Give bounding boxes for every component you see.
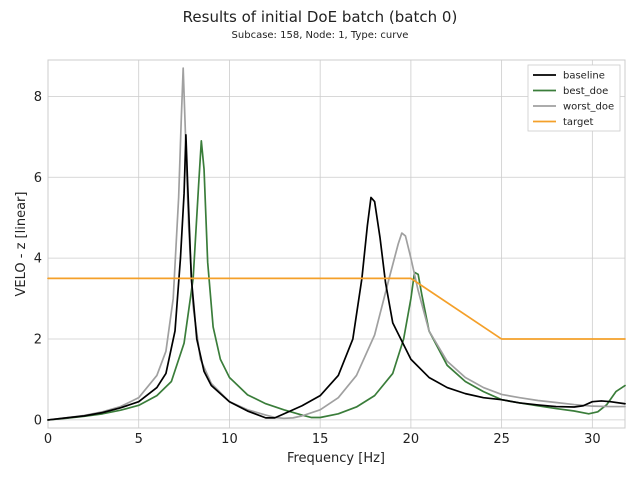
- series-line-baseline: [47, 133, 626, 421]
- x-axis-label: Frequency [Hz]: [287, 451, 385, 466]
- x-tick-label: 25: [493, 432, 510, 447]
- legend-label: baseline: [563, 71, 605, 82]
- x-tick-label: 0: [44, 432, 52, 447]
- y-tick-label: 2: [34, 333, 42, 348]
- chart-title: Results of initial DoE batch (batch 0): [183, 8, 458, 26]
- x-tick-label: 30: [584, 432, 601, 447]
- series-layer: [47, 67, 626, 421]
- y-axis-label: VELO - z [linear]: [14, 192, 29, 297]
- y-tick-label: 8: [34, 90, 42, 105]
- legend-label: best_doe: [563, 86, 608, 97]
- x-tick-label: 5: [135, 432, 143, 447]
- plot-frame: [47, 59, 626, 429]
- y-tick-label: 6: [34, 171, 42, 186]
- legend-label: worst_doe: [563, 102, 614, 113]
- y-tick-label: 4: [34, 252, 42, 267]
- x-tick-label: 10: [221, 432, 238, 447]
- tick-labels: 0 5 10 15 20 25 30 0 2 4 6 8: [34, 90, 601, 447]
- legend-label: target: [563, 117, 593, 128]
- x-tick-label: 20: [403, 432, 420, 447]
- legend-box: [527, 64, 621, 132]
- series-line-worst-doe: [47, 67, 626, 421]
- series-line-target: [47, 277, 626, 340]
- chart-subtitle: Subcase: 158, Node: 1, Type: curve: [232, 30, 409, 41]
- y-tick-label: 0: [34, 413, 42, 428]
- x-tick-label: 15: [312, 432, 329, 447]
